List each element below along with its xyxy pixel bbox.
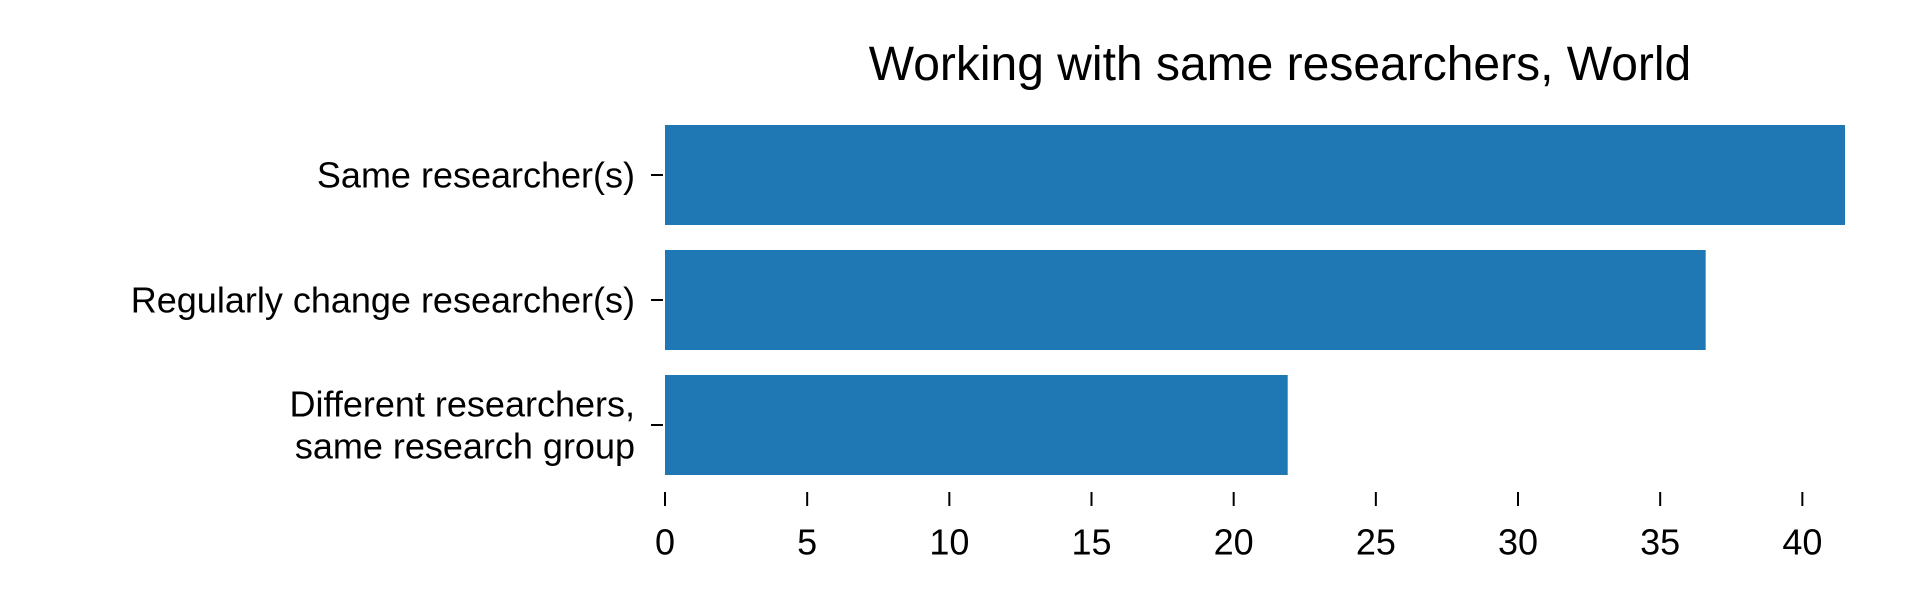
x-tick-label: 20 xyxy=(1214,522,1254,563)
x-tick-label: 25 xyxy=(1356,522,1396,563)
y-axis: Same researcher(s) Regularly change resea… xyxy=(131,155,663,467)
x-tick-label: 10 xyxy=(929,522,969,563)
x-tick-label: 0 xyxy=(655,522,675,563)
y-tick-label: Regularly change researcher(s) xyxy=(131,280,635,321)
x-tick-label: 35 xyxy=(1640,522,1680,563)
x-tick-label: 5 xyxy=(797,522,817,563)
chart-title: Working with same researchers, World xyxy=(869,38,1692,91)
x-axis: 0 5 10 15 20 25 30 35 40 xyxy=(655,492,1822,563)
y-tick-label: Same researcher(s) xyxy=(317,155,635,196)
x-tick-label: 30 xyxy=(1498,522,1538,563)
bar-2 xyxy=(665,375,1288,475)
bar-1 xyxy=(665,250,1706,350)
y-tick-label: Different researchers, xyxy=(290,384,635,425)
bar-0 xyxy=(665,125,1845,225)
bars-group xyxy=(665,125,1845,475)
x-tick-label: 40 xyxy=(1782,522,1822,563)
y-tick-label: same research group xyxy=(295,426,635,467)
x-tick-label: 15 xyxy=(1071,522,1111,563)
